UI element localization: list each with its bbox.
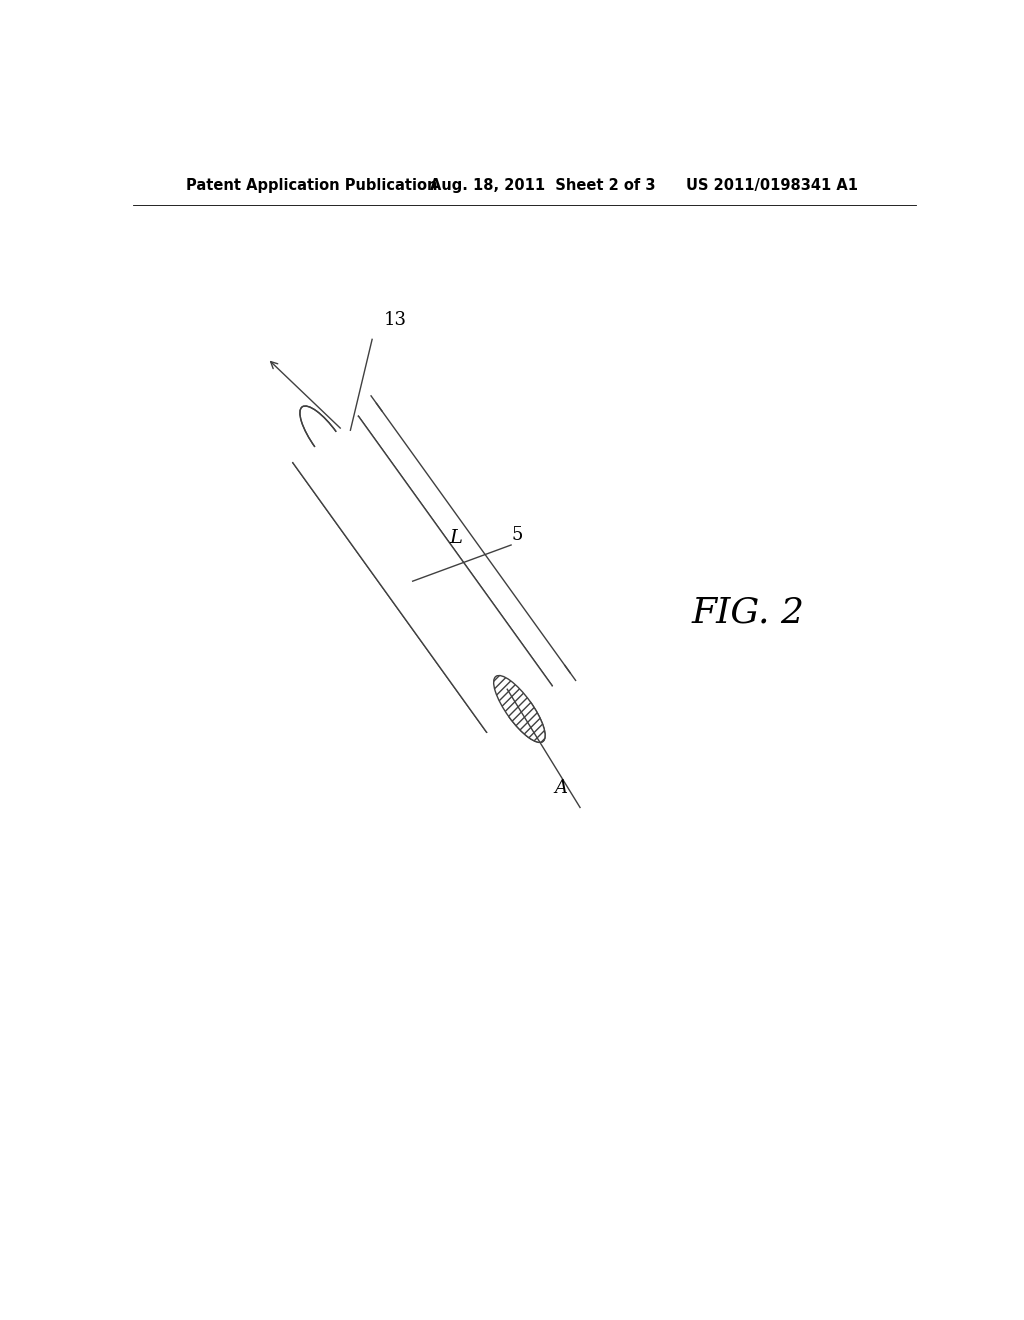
Text: 13: 13 [384,312,407,329]
Text: L: L [450,529,463,546]
Polygon shape [293,416,552,733]
Text: Aug. 18, 2011  Sheet 2 of 3: Aug. 18, 2011 Sheet 2 of 3 [430,178,655,193]
Text: Patent Application Publication: Patent Application Publication [186,178,437,193]
Text: US 2011/0198341 A1: US 2011/0198341 A1 [686,178,858,193]
Text: 5: 5 [512,525,523,544]
Text: A: A [554,779,567,797]
Ellipse shape [300,407,351,473]
Ellipse shape [494,676,545,742]
Text: FIG. 2: FIG. 2 [691,595,805,630]
Polygon shape [293,416,552,733]
Ellipse shape [494,676,545,742]
Polygon shape [293,416,552,733]
